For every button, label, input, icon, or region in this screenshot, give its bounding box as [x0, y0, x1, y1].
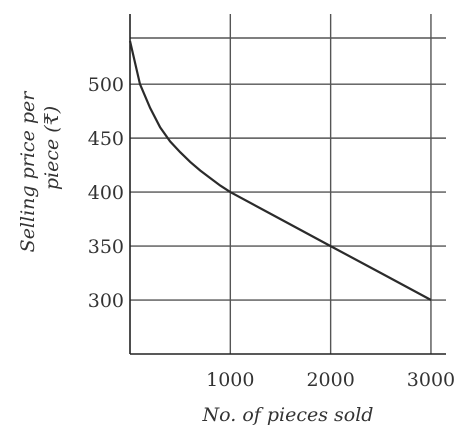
y-tick-label-300: 300	[88, 290, 124, 312]
x-axis-title: No. of pieces sold	[202, 404, 374, 426]
x-tick-label-2000: 2000	[306, 369, 354, 391]
y-tick-label-350: 350	[88, 236, 124, 258]
price-curve	[128, 40, 432, 301]
x-tick-label-1000: 1000	[206, 369, 254, 391]
y-axis-title-line-1: Selling price per	[17, 90, 39, 253]
y-tick-label-400: 400	[88, 182, 124, 204]
x-tick-label-3000: 3000	[407, 369, 455, 391]
y-axis-title-line-2: piece (₹)	[41, 106, 63, 190]
y-tick-label-450: 450	[88, 128, 124, 150]
y-tick-label-500: 500	[88, 74, 124, 96]
vertical-gridlines	[229, 14, 432, 354]
horizontal-gridlines	[130, 37, 446, 301]
y-tick-labels: 300 350 400 450 500	[88, 74, 124, 312]
x-tick-labels: 1000 2000 3000	[206, 369, 455, 391]
